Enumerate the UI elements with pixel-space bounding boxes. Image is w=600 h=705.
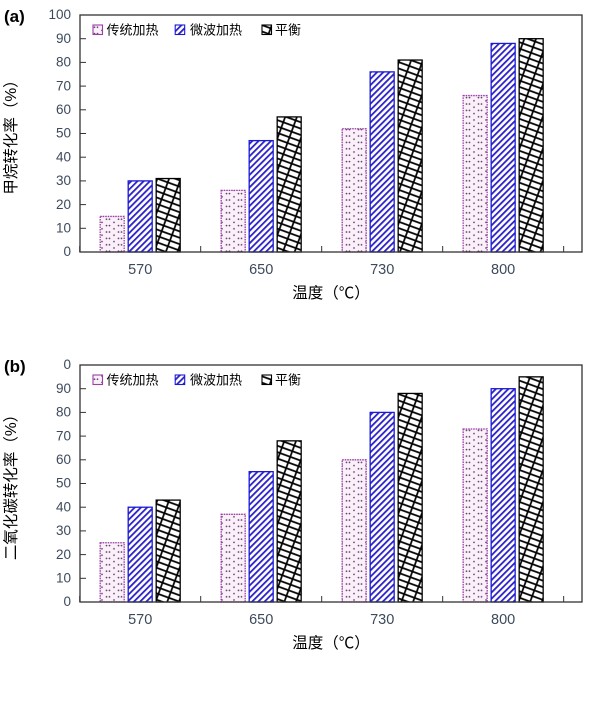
svg-text:20: 20 [56,197,71,212]
svg-text:(a): (a) [4,7,25,26]
svg-text:730: 730 [370,262,394,278]
svg-text:50: 50 [56,126,71,141]
svg-text:70: 70 [56,78,71,93]
svg-text:10: 10 [56,221,71,236]
svg-text:70: 70 [56,428,71,443]
svg-text:650: 650 [249,612,273,628]
svg-text:90: 90 [56,31,71,46]
svg-text:50: 50 [56,476,71,491]
svg-text:30: 30 [56,173,71,188]
svg-text:90: 90 [56,381,71,396]
svg-text:570: 570 [128,262,152,278]
svg-text:800: 800 [491,612,515,628]
svg-text:80: 80 [56,405,71,420]
svg-text:80: 80 [56,55,71,70]
svg-text:0: 0 [63,357,71,372]
svg-text:40: 40 [56,149,71,164]
svg-text:微波加热: 微波加热 [190,23,242,38]
svg-text:40: 40 [56,499,71,514]
svg-text:20: 20 [56,547,71,562]
svg-text:温度（℃）: 温度（℃） [292,284,370,302]
svg-text:平衡: 平衡 [275,23,301,38]
svg-text:(b): (b) [4,357,26,376]
svg-text:0: 0 [63,594,71,609]
svg-text:二氧化碳转化率（%）: 二氧化碳转化率（%） [2,407,20,560]
svg-text:温度（℃）: 温度（℃） [292,634,370,652]
svg-text:570: 570 [128,612,152,628]
svg-text:60: 60 [56,102,71,117]
svg-text:平衡: 平衡 [275,373,301,388]
svg-text:60: 60 [56,452,71,467]
svg-text:0: 0 [63,244,71,259]
svg-text:30: 30 [56,523,71,538]
svg-text:10: 10 [56,571,71,586]
svg-text:650: 650 [249,262,273,278]
svg-text:传统加热: 传统加热 [107,373,159,388]
svg-text:100: 100 [48,7,71,22]
svg-text:传统加热: 传统加热 [107,23,159,38]
svg-text:甲烷转化率（%）: 甲烷转化率（%） [2,72,20,194]
svg-text:800: 800 [491,262,515,278]
svg-text:微波加热: 微波加热 [190,373,242,388]
svg-text:730: 730 [370,612,394,628]
